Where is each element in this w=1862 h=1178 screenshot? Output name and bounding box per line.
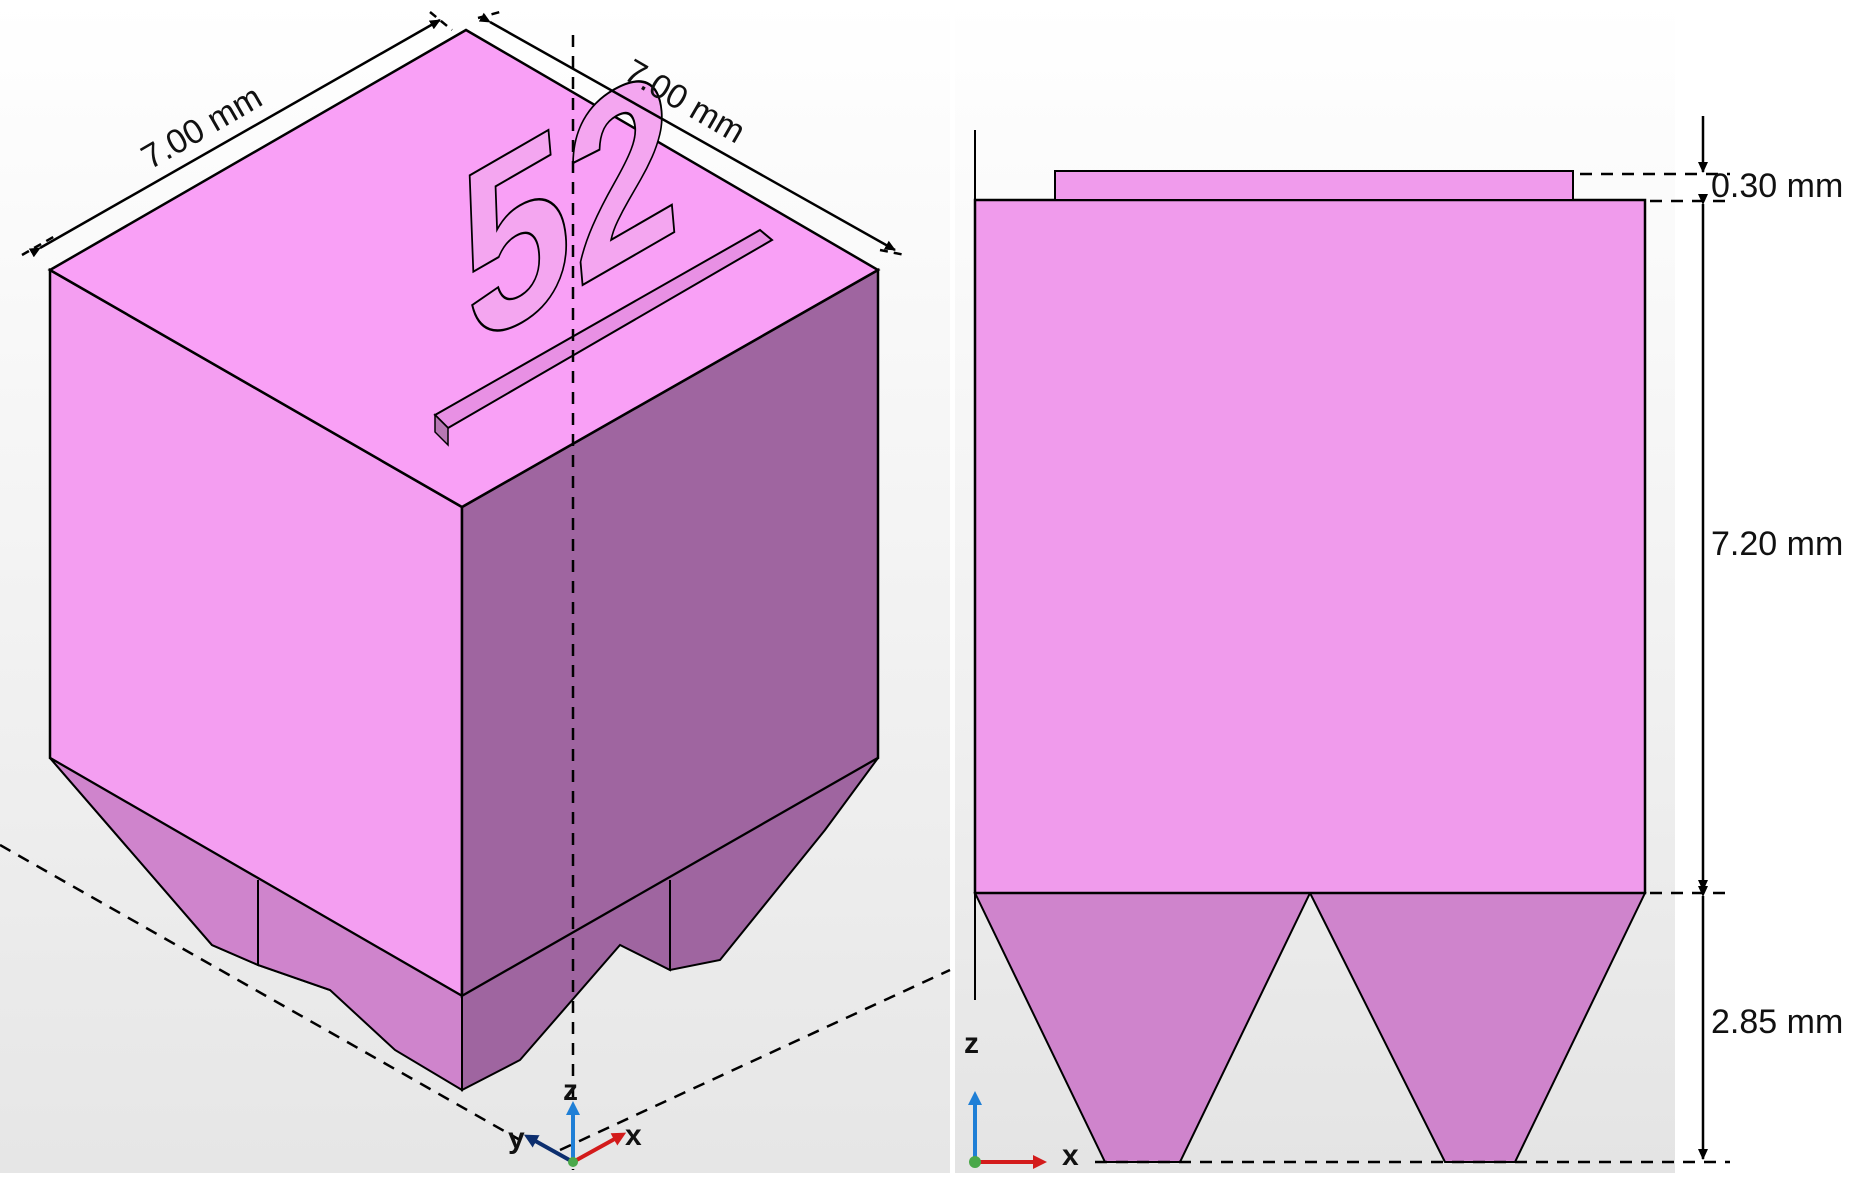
- iso-ground-line-left: [0, 843, 521, 1142]
- iso-emboss-bar-side: [434, 413, 449, 447]
- front-view: 0.30 mm 7.20 mm 2.85 mm z x: [964, 116, 1843, 1172]
- iso-axes-triad: z x y: [508, 1074, 642, 1167]
- iso-dim-width-line: [28, 18, 441, 258]
- front-axes-triad: z x: [964, 1027, 1079, 1172]
- front-axis-z-label: z: [964, 1027, 979, 1060]
- front-axis-origin: [969, 1156, 981, 1168]
- iso-dim-ext-4: [879, 248, 906, 257]
- iso-ground-line-right: [559, 968, 951, 1152]
- front-axis-x-label: x: [1062, 1139, 1079, 1172]
- front-dim-emboss-label: 0.30 mm: [1711, 167, 1843, 205]
- isometric-view: 52 7.00 mm 7.00 mm z x y: [0, 8, 951, 1170]
- iso-axis-z-label: z: [563, 1074, 578, 1107]
- front-emboss-layer: [1054, 170, 1574, 201]
- iso-axis-x: [572, 1132, 627, 1164]
- iso-axis-x-label: x: [625, 1119, 642, 1152]
- front-dim-support-label: 2.85 mm: [1711, 1003, 1843, 1041]
- iso-dim-depth-line: [478, 12, 896, 252]
- iso-axis-origin: [568, 1157, 578, 1167]
- iso-axis-y-label: y: [508, 1122, 525, 1155]
- iso-dim-ext-2: [429, 11, 453, 31]
- front-dim-body-label: 7.20 mm: [1711, 525, 1843, 563]
- front-body: [973, 198, 1647, 895]
- iso-axis-y: [523, 1134, 574, 1164]
